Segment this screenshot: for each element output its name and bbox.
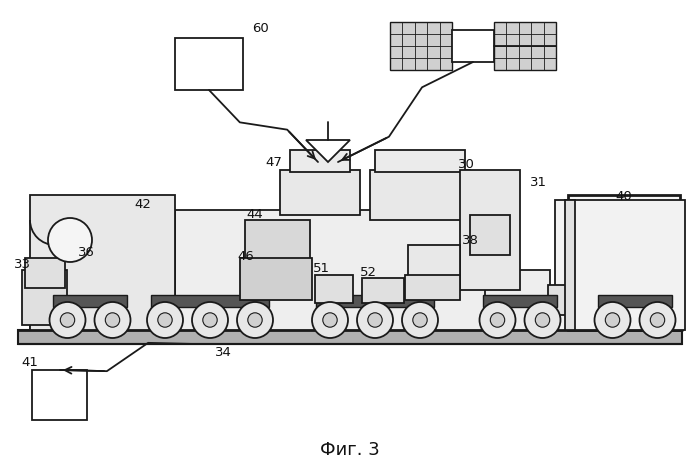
- Bar: [565, 200, 670, 330]
- Circle shape: [480, 302, 515, 338]
- Bar: [470, 215, 510, 255]
- Bar: [405, 275, 460, 300]
- Bar: [315, 275, 353, 303]
- Circle shape: [248, 313, 262, 327]
- Circle shape: [650, 313, 665, 327]
- Bar: [555, 200, 685, 330]
- Circle shape: [640, 302, 676, 338]
- Circle shape: [312, 302, 348, 338]
- Text: 60: 60: [252, 21, 269, 34]
- Circle shape: [368, 313, 382, 327]
- Polygon shape: [306, 140, 350, 162]
- Bar: [375, 150, 465, 172]
- Circle shape: [536, 313, 550, 327]
- Bar: [494, 22, 556, 70]
- Circle shape: [192, 302, 228, 338]
- Circle shape: [50, 302, 85, 338]
- Bar: [408, 245, 460, 290]
- Bar: [568, 195, 680, 330]
- Circle shape: [402, 302, 438, 338]
- Circle shape: [357, 302, 393, 338]
- Text: 38: 38: [462, 233, 479, 247]
- Circle shape: [60, 313, 75, 327]
- Bar: [18, 330, 682, 344]
- Bar: [175, 38, 243, 90]
- Circle shape: [237, 302, 273, 338]
- Bar: [598, 295, 672, 307]
- Circle shape: [203, 313, 217, 327]
- Bar: [22, 270, 67, 325]
- Text: 34: 34: [215, 345, 232, 358]
- Bar: [548, 285, 566, 315]
- Circle shape: [323, 313, 337, 327]
- Bar: [30, 270, 550, 330]
- Text: 51: 51: [313, 262, 330, 275]
- Bar: [53, 295, 127, 307]
- Bar: [316, 295, 435, 307]
- Bar: [25, 258, 65, 288]
- Circle shape: [48, 218, 92, 262]
- Bar: [32, 370, 87, 420]
- Bar: [280, 170, 360, 215]
- Circle shape: [594, 302, 631, 338]
- Circle shape: [94, 302, 130, 338]
- Text: 41: 41: [21, 356, 38, 369]
- Bar: [175, 210, 485, 330]
- Bar: [460, 170, 520, 290]
- Bar: [483, 295, 557, 307]
- Bar: [452, 30, 494, 62]
- Text: 31: 31: [530, 177, 547, 190]
- Bar: [390, 22, 452, 70]
- Circle shape: [606, 313, 620, 327]
- Text: Фиг. 3: Фиг. 3: [320, 441, 380, 459]
- Text: 52: 52: [360, 266, 377, 279]
- Text: 47: 47: [265, 157, 282, 170]
- Text: 36: 36: [78, 247, 95, 260]
- Text: 42: 42: [134, 199, 151, 212]
- Circle shape: [147, 302, 183, 338]
- Bar: [362, 278, 404, 303]
- Bar: [150, 295, 270, 307]
- Circle shape: [490, 313, 505, 327]
- Circle shape: [524, 302, 561, 338]
- Text: 44: 44: [246, 208, 262, 221]
- Bar: [245, 220, 310, 260]
- Bar: [30, 195, 175, 330]
- Text: 40: 40: [615, 190, 631, 203]
- Bar: [370, 170, 470, 220]
- Text: 33: 33: [14, 259, 31, 272]
- Text: 30: 30: [458, 158, 475, 171]
- Text: 46: 46: [237, 249, 253, 262]
- Circle shape: [413, 313, 427, 327]
- Bar: [565, 200, 575, 330]
- Bar: [240, 258, 312, 300]
- Circle shape: [105, 313, 120, 327]
- Bar: [290, 150, 350, 172]
- Circle shape: [158, 313, 172, 327]
